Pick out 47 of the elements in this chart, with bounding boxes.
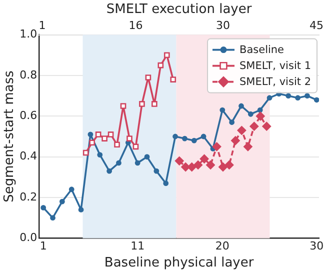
point (182, 136, 188, 142)
point (229, 120, 235, 125)
point (266, 95, 272, 101)
x2-tick-label: 1 (38, 19, 46, 32)
x-tick-label: 20 (215, 240, 230, 253)
point (220, 107, 226, 113)
point (97, 152, 103, 158)
point (314, 97, 319, 103)
point (78, 207, 84, 212)
point (154, 168, 160, 174)
x-tick-label: 11 (130, 240, 145, 253)
point (172, 134, 178, 140)
legend-label: Baseline (239, 44, 284, 56)
point (68, 186, 74, 192)
point (295, 95, 300, 101)
legend-label: SMELT, visit 1 (239, 60, 312, 72)
point (191, 138, 197, 144)
x2-tick-label: 45 (310, 19, 324, 32)
y-tick-label: 1.0 (20, 28, 38, 41)
y-tick-label: 0.2 (20, 190, 38, 204)
y-axis-title: Segment-start mass (2, 70, 18, 202)
point (144, 154, 150, 160)
y-tick-label: 0.6 (20, 109, 38, 122)
point (88, 132, 94, 138)
point (257, 107, 263, 113)
y-tick-label: 0.8 (20, 68, 38, 82)
x-tick-label: 1 (40, 240, 47, 253)
point (304, 93, 310, 99)
point (134, 160, 140, 166)
point (248, 111, 254, 117)
x-tick-label: 30 (310, 240, 324, 253)
point (59, 198, 65, 204)
y-tick-label: 0.0 (20, 231, 38, 244)
point (116, 160, 122, 166)
x2-tick-label: 30 (216, 19, 230, 32)
legend-label: SMELT, visit 2 (239, 76, 312, 88)
point (40, 204, 46, 210)
x2-axis-title: SMELT execution layer (106, 2, 252, 18)
point (50, 215, 56, 221)
point (106, 168, 112, 174)
point (200, 134, 206, 140)
x-axis-title: Baseline physical layer (104, 256, 254, 271)
point (163, 180, 169, 186)
point (238, 103, 244, 109)
x2-tick-label: 16 (128, 19, 143, 32)
y-tick-label: 0.4 (20, 150, 38, 163)
point (286, 93, 292, 99)
